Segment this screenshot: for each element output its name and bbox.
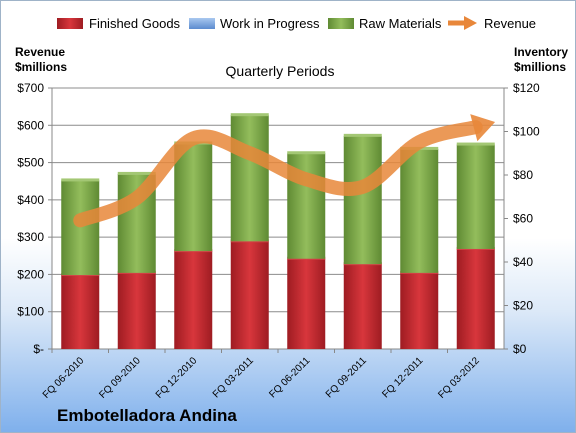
legend-swatch-work-in-progress xyxy=(189,18,215,29)
bar-raw-materials-top xyxy=(117,171,156,175)
bar-raw-materials-top xyxy=(287,151,326,155)
company-name: Embotelladora Andina xyxy=(57,406,237,425)
right-axis-title-line1: Inventory xyxy=(514,45,568,59)
legend-swatch-revenue xyxy=(448,16,477,30)
right-tick-label: $120 xyxy=(513,81,540,95)
x-tick-label: FQ 06-2010 xyxy=(41,355,87,401)
left-tick-label: $400 xyxy=(17,193,44,207)
bar-raw-materials xyxy=(230,115,269,242)
left-tick-label: $500 xyxy=(17,156,44,170)
legend-label-revenue: Revenue xyxy=(484,16,536,31)
bar-raw-materials xyxy=(174,143,213,252)
x-tick-label: FQ 09-2011 xyxy=(324,355,369,400)
legend: Finished Goods Work in Progress Raw Mate… xyxy=(57,16,536,31)
legend-label-work-in-progress: Work in Progress xyxy=(220,16,320,31)
right-axis-title-line2: $millions xyxy=(514,60,566,74)
right-tick-label: $100 xyxy=(513,125,540,139)
left-tick-label: $700 xyxy=(17,81,44,95)
bar-raw-materials-top xyxy=(230,113,269,117)
bar-raw-materials xyxy=(343,135,382,265)
legend-swatch-raw-materials xyxy=(328,18,354,29)
right-tick-label: $0 xyxy=(513,342,527,356)
bar-finished-goods xyxy=(343,264,382,349)
bar-finished-goods xyxy=(400,272,439,349)
bar-finished-goods xyxy=(117,272,156,349)
legend-label-finished-goods: Finished Goods xyxy=(89,16,181,31)
left-axis-title-line2: $millions xyxy=(15,60,67,74)
bar-finished-goods xyxy=(230,241,269,349)
revenue-line xyxy=(73,120,483,228)
bar-raw-materials-top xyxy=(61,178,100,182)
bar-finished-goods xyxy=(287,258,326,349)
x-tick-label: FQ 09-2010 xyxy=(97,355,143,401)
left-tick-label: $600 xyxy=(17,118,44,132)
left-tick-label: $- xyxy=(33,342,44,356)
bar-finished-goods xyxy=(61,275,100,349)
bar-raw-materials-top xyxy=(343,133,382,137)
x-tick-label: FQ 03-2012 xyxy=(436,355,482,401)
revenue-arrowhead xyxy=(470,114,496,142)
left-tick-label: $300 xyxy=(17,230,44,244)
bar-raw-materials xyxy=(61,180,100,276)
left-axis-title-line1: Revenue xyxy=(15,45,65,59)
right-tick-label: $40 xyxy=(513,255,533,269)
x-tick-label: FQ 12-2011 xyxy=(380,355,425,400)
x-tick-label: FQ 03-2011 xyxy=(211,355,256,400)
legend-label-raw-materials: Raw Materials xyxy=(359,16,442,31)
bar-raw-materials xyxy=(400,148,439,273)
right-tick-label: $80 xyxy=(513,168,533,182)
x-tick-label: FQ 12-2010 xyxy=(154,355,200,401)
chart-subtitle: Quarterly Periods xyxy=(226,63,335,79)
bar-raw-materials-top xyxy=(456,142,495,146)
left-tick-label: $200 xyxy=(17,267,44,281)
left-tick-label: $100 xyxy=(17,305,44,319)
x-tick-label: FQ 06-2011 xyxy=(267,355,312,400)
bar-finished-goods xyxy=(174,251,213,349)
right-tick-label: $60 xyxy=(513,212,533,226)
legend-swatch-finished-goods xyxy=(57,18,83,29)
plot-area: $- $100 $200 $300 $400 $500 $600 $700 $0 $20 $40 $6… xyxy=(17,81,540,401)
right-tick-label: $20 xyxy=(513,299,533,313)
bar-raw-materials xyxy=(456,144,495,249)
bar-finished-goods xyxy=(456,248,495,349)
